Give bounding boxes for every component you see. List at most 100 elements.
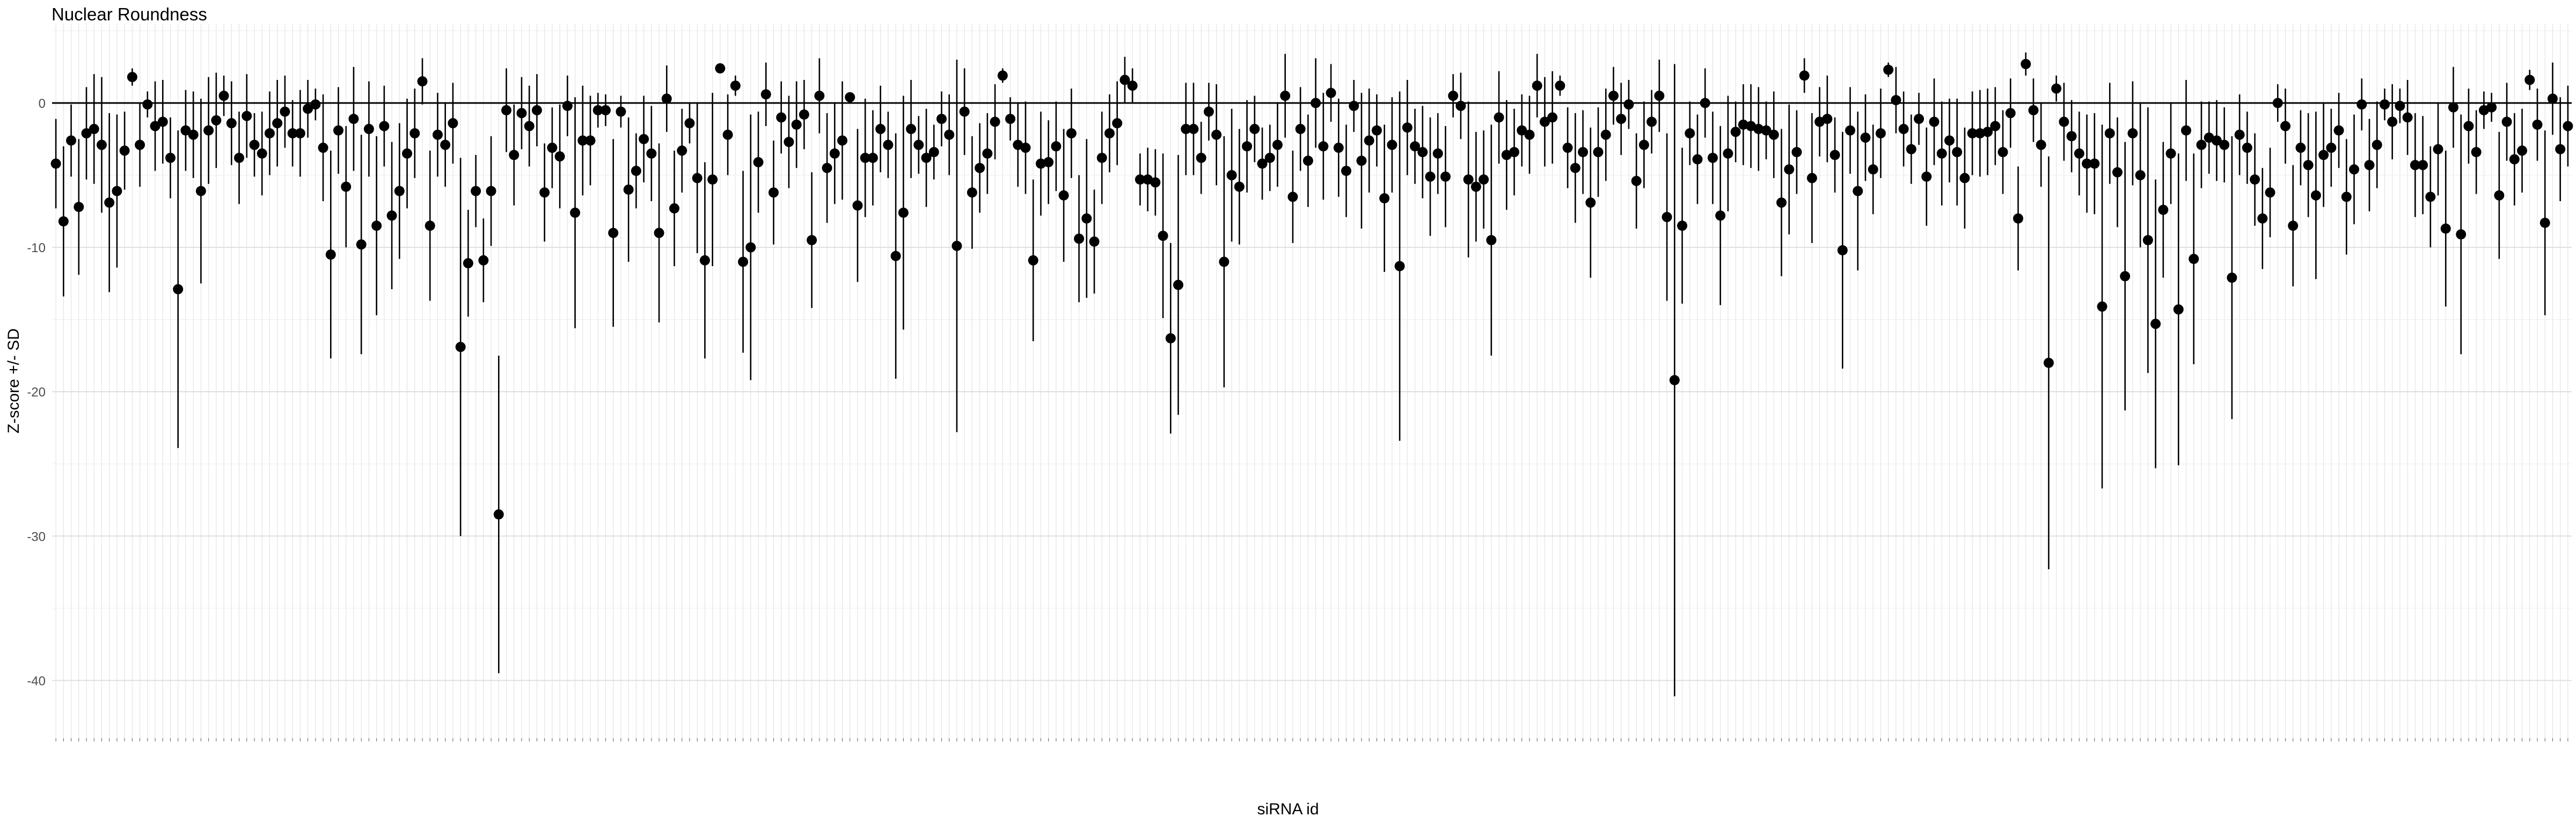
data-point [463,258,473,269]
data-point [2051,83,2062,94]
data-point [1196,152,1206,163]
data-point [74,202,84,212]
data-point [944,129,955,140]
data-point [936,114,947,124]
data-point [1883,64,1894,75]
data-point [677,145,687,156]
point-layer [50,58,2573,520]
data-point [822,163,832,173]
error-bar-layer [55,52,2569,696]
data-point [2532,119,2543,130]
data-point [2120,271,2131,282]
x-tick-layer [55,738,2568,741]
data-point [1669,375,1680,386]
data-point [799,109,809,120]
data-point [486,186,496,196]
data-point [928,146,939,157]
data-point [807,235,817,246]
data-point [1799,70,1810,81]
data-point [1127,80,1138,91]
data-point [2364,160,2375,171]
data-point [1494,112,1504,123]
data-point [264,128,275,139]
y-tick-label: -10 [27,241,46,255]
data-point [1333,142,1344,153]
data-point [661,93,672,104]
data-point [234,152,245,163]
data-point [2158,204,2169,215]
data-point [990,116,1000,127]
data-point [684,118,695,129]
data-point [1188,123,1199,134]
data-point [524,121,535,131]
data-point [1302,156,1313,166]
data-point [341,181,352,192]
data-point [585,135,596,146]
data-point [448,118,458,129]
data-point [738,256,749,267]
data-point [1562,142,1573,153]
y-tick-label: -30 [27,529,46,544]
data-point [2357,99,2367,110]
data-point [1929,116,1940,127]
data-point [1455,100,1466,111]
data-point [791,119,802,130]
data-point [1509,146,1520,157]
y-tick-label: 0 [39,97,46,111]
data-point [249,139,260,150]
data-point [1822,114,1833,124]
x-axis-label: siRNA id [1257,800,1319,818]
data-point [386,210,397,221]
data-point [1020,142,1031,153]
data-point [867,152,878,163]
data-point [501,105,512,115]
data-point [1356,156,1367,166]
data-point [1104,128,1115,139]
data-point [241,111,252,121]
data-point [50,158,61,169]
data-point [425,220,435,231]
data-point [745,242,756,253]
data-point [2082,158,2092,169]
data-point [1219,256,1230,267]
data-point [135,139,145,150]
data-point [921,152,932,163]
data-point [1623,99,1634,110]
data-point [2509,154,2520,165]
data-point [112,186,122,196]
data-point [318,142,328,153]
data-point [1974,128,1985,139]
data-point [1616,114,1627,124]
data-point [1753,123,1764,134]
data-point [1470,181,1481,192]
data-point [509,150,519,160]
data-point [356,239,367,250]
data-point [2227,273,2237,283]
data-point [1479,174,1489,185]
data-point [1326,87,1336,98]
data-point [1906,144,1916,154]
data-point [1555,80,1565,91]
data-point [1608,91,1619,101]
data-point [2005,108,2016,119]
data-point [592,105,603,115]
data-point [394,186,405,196]
data-point [898,208,909,218]
data-point [287,128,298,139]
data-point [2242,142,2252,153]
data-point [2288,220,2299,231]
data-point [1440,171,1451,182]
data-point [1768,129,1779,140]
data-point [1402,122,1413,133]
data-point [608,227,619,238]
data-point [692,173,702,183]
data-point [2013,213,2024,224]
data-point [1776,197,1787,208]
data-point [699,255,710,266]
data-point [455,342,466,352]
data-point [2074,148,2084,159]
data-point [1997,146,2008,157]
data-point [616,106,626,117]
data-point [1432,148,1443,159]
data-point [1043,157,1054,167]
